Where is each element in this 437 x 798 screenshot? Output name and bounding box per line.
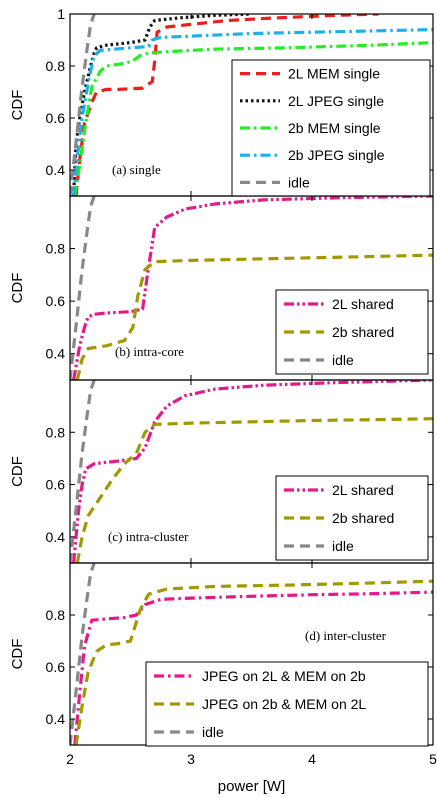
y-tick-label: 0.4: [46, 711, 66, 727]
series-group: [70, 196, 433, 380]
series-line-1: [72, 380, 433, 563]
panel-3: 0.4 0.6 0.8 CDF (c) intra-cluster 2L shared 2b…: [9, 379, 434, 564]
series-line-4: [72, 28, 433, 196]
panel-1: 0.4 0.6 0.8 1 CDF (a) single 2L MEM single 2L J…: [9, 6, 434, 197]
y-tick-label: 0.4: [46, 529, 66, 545]
y-tick-label: 0.4: [46, 346, 66, 362]
legend-label: 2b shared: [332, 510, 394, 526]
x-tick-label: 2: [66, 751, 74, 767]
x-axis-title: power [W]: [218, 778, 286, 795]
series-line-3: [70, 196, 96, 380]
y-tick-label: 0.6: [46, 659, 66, 675]
y-tick-label: 0.8: [46, 424, 66, 440]
y-tick-label: 1: [57, 6, 65, 22]
series-line-3: [70, 380, 96, 563]
legend: 2L shared 2b shared idle: [275, 289, 429, 375]
series-line-3: [70, 563, 96, 745]
panel-annotation: (b) intra-core: [115, 344, 184, 359]
y-tick-label: 0.6: [46, 293, 66, 309]
y-axis-title: CDF: [9, 456, 26, 487]
legend-label: 2b shared: [332, 324, 394, 340]
legend-label: 2L MEM single: [288, 66, 380, 82]
legend-label: 2b MEM single: [288, 120, 381, 136]
y-axis-title: CDF: [9, 273, 26, 304]
series-line-2: [72, 14, 252, 196]
series-line-1: [72, 196, 433, 380]
y-tick-label: 0.4: [46, 162, 66, 178]
panel-2: 0.4 0.6 0.8 CDF (b) intra-core 2L shared 2b sh…: [9, 195, 434, 381]
legend-label: 2L JPEG single: [288, 93, 384, 109]
series-line-2: [75, 253, 433, 380]
legend-label: 2L shared: [332, 482, 394, 498]
y-tick-label: 0.8: [46, 241, 66, 257]
legend-label: 2L shared: [332, 296, 394, 312]
y-tick-label: 0.6: [46, 110, 66, 126]
y-axis-title: CDF: [9, 639, 26, 670]
legend: 2L MEM single 2L JPEG single 2b MEM single…: [231, 59, 431, 197]
series-line-2: [74, 579, 433, 745]
panel-annotation: (a) single: [112, 162, 161, 177]
panel-4: 0.4 0.6 0.8 2 3 4 5 CDF power [W] (d) inter-clust…: [9, 562, 437, 795]
y-tick-label: 0.6: [46, 477, 66, 493]
panel-annotation: (c) intra-cluster: [108, 529, 189, 544]
x-tick-label: 4: [308, 751, 316, 767]
legend: JPEG on 2L & MEM on 2b JPEG on 2b & MEM o…: [145, 661, 429, 747]
series-line-2: [75, 417, 433, 563]
y-tick-label: 0.8: [46, 58, 66, 74]
panel-annotation: (d) inter-cluster: [305, 628, 387, 643]
legend-label: idle: [332, 352, 354, 368]
x-tick-label: 5: [429, 751, 437, 767]
x-tick-label: 3: [187, 751, 195, 767]
legend-label: JPEG on 2b & MEM on 2L: [202, 696, 366, 712]
legend: 2L shared 2b shared idle: [275, 475, 429, 561]
legend-label: idle: [202, 724, 224, 740]
y-tick-label: 0.8: [46, 607, 66, 623]
series-group: [70, 14, 433, 196]
series-group: [70, 380, 433, 563]
legend-label: idle: [288, 174, 310, 190]
legend-label: JPEG on 2L & MEM on 2b: [202, 668, 366, 684]
y-axis-title: CDF: [9, 90, 26, 121]
legend-label: idle: [332, 538, 354, 554]
series-line-3: [73, 41, 433, 196]
series-line-5: [70, 14, 96, 196]
series-group: [70, 563, 433, 745]
legend-label: 2b JPEG single: [288, 147, 385, 163]
